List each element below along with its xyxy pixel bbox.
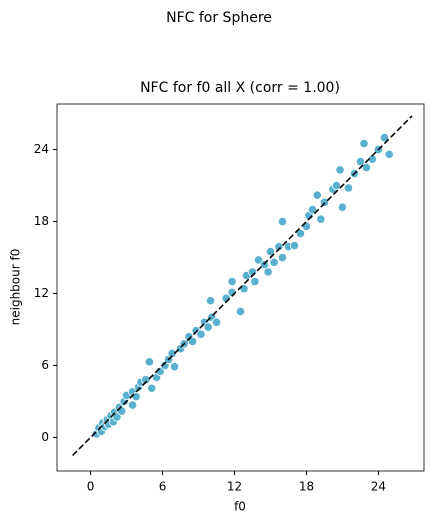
point — [355, 156, 366, 167]
point — [307, 204, 318, 215]
y-tick-label: 18 — [34, 214, 49, 228]
y-axis-label: neighbour f0 — [9, 249, 23, 326]
point — [331, 180, 342, 191]
y-tick-label: 12 — [34, 286, 49, 300]
point — [295, 228, 306, 239]
point — [167, 348, 177, 359]
point — [277, 252, 288, 263]
suptitle: NFC for Sphere — [166, 10, 272, 26]
point — [274, 242, 284, 252]
y-tick-label: 0 — [41, 430, 49, 444]
x-tick-label: 6 — [159, 480, 167, 494]
point — [141, 375, 151, 385]
point — [169, 362, 180, 372]
point — [227, 276, 237, 287]
point — [147, 383, 157, 393]
point — [205, 296, 216, 306]
x-tick-label: 18 — [299, 480, 314, 494]
point — [259, 260, 270, 270]
point — [312, 190, 322, 200]
point — [187, 336, 198, 347]
point — [343, 183, 354, 193]
point — [196, 329, 206, 339]
point — [384, 149, 394, 159]
plot-frame — [56, 103, 425, 472]
point — [127, 400, 138, 410]
point — [253, 255, 264, 265]
point — [379, 132, 390, 143]
point — [316, 214, 326, 224]
x-tick-label: 24 — [371, 480, 386, 494]
point — [361, 162, 372, 173]
point — [203, 322, 213, 332]
point — [112, 412, 122, 422]
chart-title: NFC for f0 all X (corr = 1.00) — [140, 80, 340, 96]
point — [263, 267, 273, 277]
x-tick-label: 0 — [87, 480, 95, 494]
y-tick-label: 6 — [41, 358, 49, 372]
point — [250, 276, 260, 287]
point — [319, 197, 330, 207]
point — [337, 202, 348, 212]
point — [277, 216, 288, 227]
reference-line — [72, 115, 413, 456]
point — [289, 240, 300, 251]
x-axis-label: f0 — [234, 500, 246, 514]
x-tick-label: 12 — [227, 480, 242, 494]
point — [359, 138, 369, 149]
point — [335, 165, 345, 175]
point — [235, 306, 246, 317]
point — [265, 246, 276, 257]
y-tick-label: 24 — [34, 142, 49, 156]
point — [211, 317, 222, 327]
point — [144, 357, 154, 367]
point — [269, 257, 279, 267]
